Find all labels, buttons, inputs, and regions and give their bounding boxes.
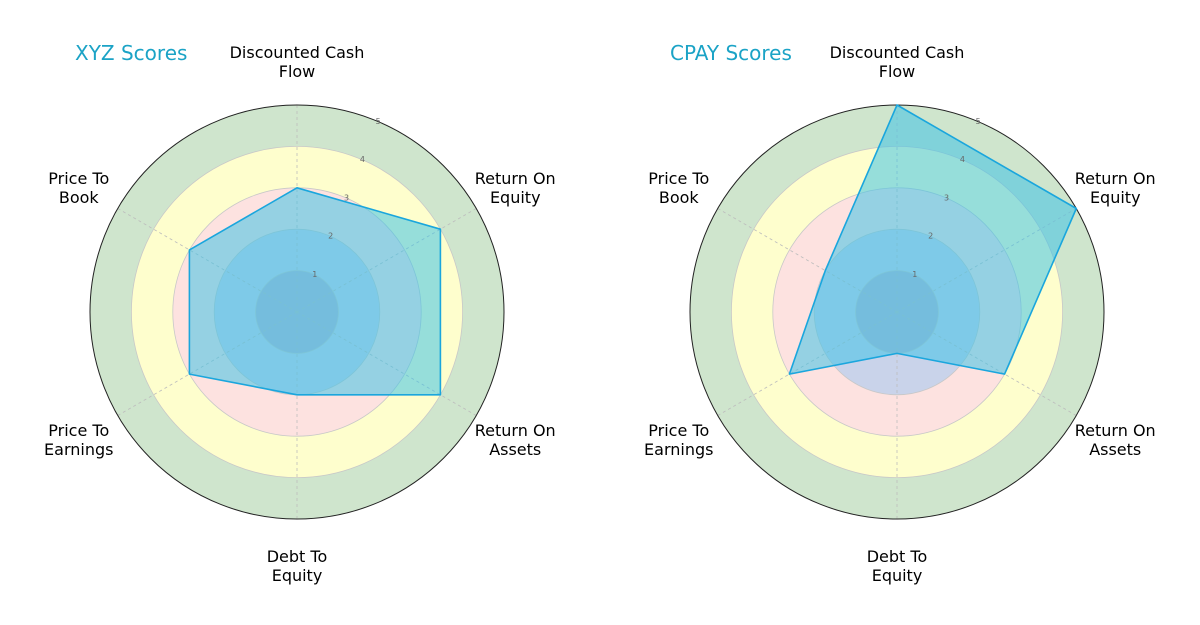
r-tick-label: 1 [912,270,917,279]
outer-frame [89,104,505,520]
r-tick-label: 3 [944,193,949,202]
category-label-line: Flow [879,62,916,81]
r-tick-label: 5 [976,117,981,126]
category-label-line: Return On [475,421,556,440]
category-label-line: Equity [872,566,923,585]
category-label: Discounted Cash Flow [830,43,965,81]
category-label: Discounted Cash Flow [230,43,365,81]
category-label-line: Book [59,188,100,207]
r-tick-label: 1 [312,270,317,279]
category-label-line: Return On [475,169,556,188]
category-label-line: Assets [489,440,541,459]
category-label-line: Price To [648,421,709,440]
r-tick-label: 4 [360,155,365,164]
category-label-line: Equity [272,566,323,585]
r-tick-label: 2 [928,232,933,241]
chart-title: CPAY Scores [670,41,792,65]
r-tick-label: 4 [960,155,965,164]
category-label-line: Discounted Cash [230,43,365,62]
r-tick-label: 2 [328,232,333,241]
category-label: Return On Equity [475,169,556,207]
category-label: Price To Earnings [644,421,713,459]
category-label-line: Discounted Cash [830,43,965,62]
category-label: Price To Book [48,169,109,207]
grid-ring-4 [130,145,464,479]
category-label: Return On Assets [475,421,556,459]
r-tick-label: 5 [376,117,381,126]
category-label-line: Earnings [44,440,113,459]
category-label-line: Book [659,188,700,207]
category-label-line: Debt To [267,547,328,566]
category-label: Return On Assets [1075,421,1156,459]
category-label-line: Equity [1090,188,1141,207]
category-label: Price To Book [648,169,709,207]
category-label-line: Earnings [644,440,713,459]
grid-spoke [717,208,898,313]
category-label-line: Equity [490,188,541,207]
category-label-line: Price To [48,421,109,440]
category-label-line: Price To [648,169,709,188]
category-label: Price To Earnings [44,421,113,459]
chart-title: XYZ Scores [75,41,187,65]
category-label: Debt To Equity [867,547,928,585]
category-label: Return On Equity [1075,169,1156,207]
category-label-line: Return On [1075,169,1156,188]
category-label-line: Return On [1075,421,1156,440]
category-label-line: Debt To [867,547,928,566]
category-label-line: Assets [1089,440,1141,459]
r-tick-label: 3 [344,193,349,202]
category-label-line: Price To [48,169,109,188]
category-label: Debt To Equity [267,547,328,585]
category-label-line: Flow [279,62,316,81]
